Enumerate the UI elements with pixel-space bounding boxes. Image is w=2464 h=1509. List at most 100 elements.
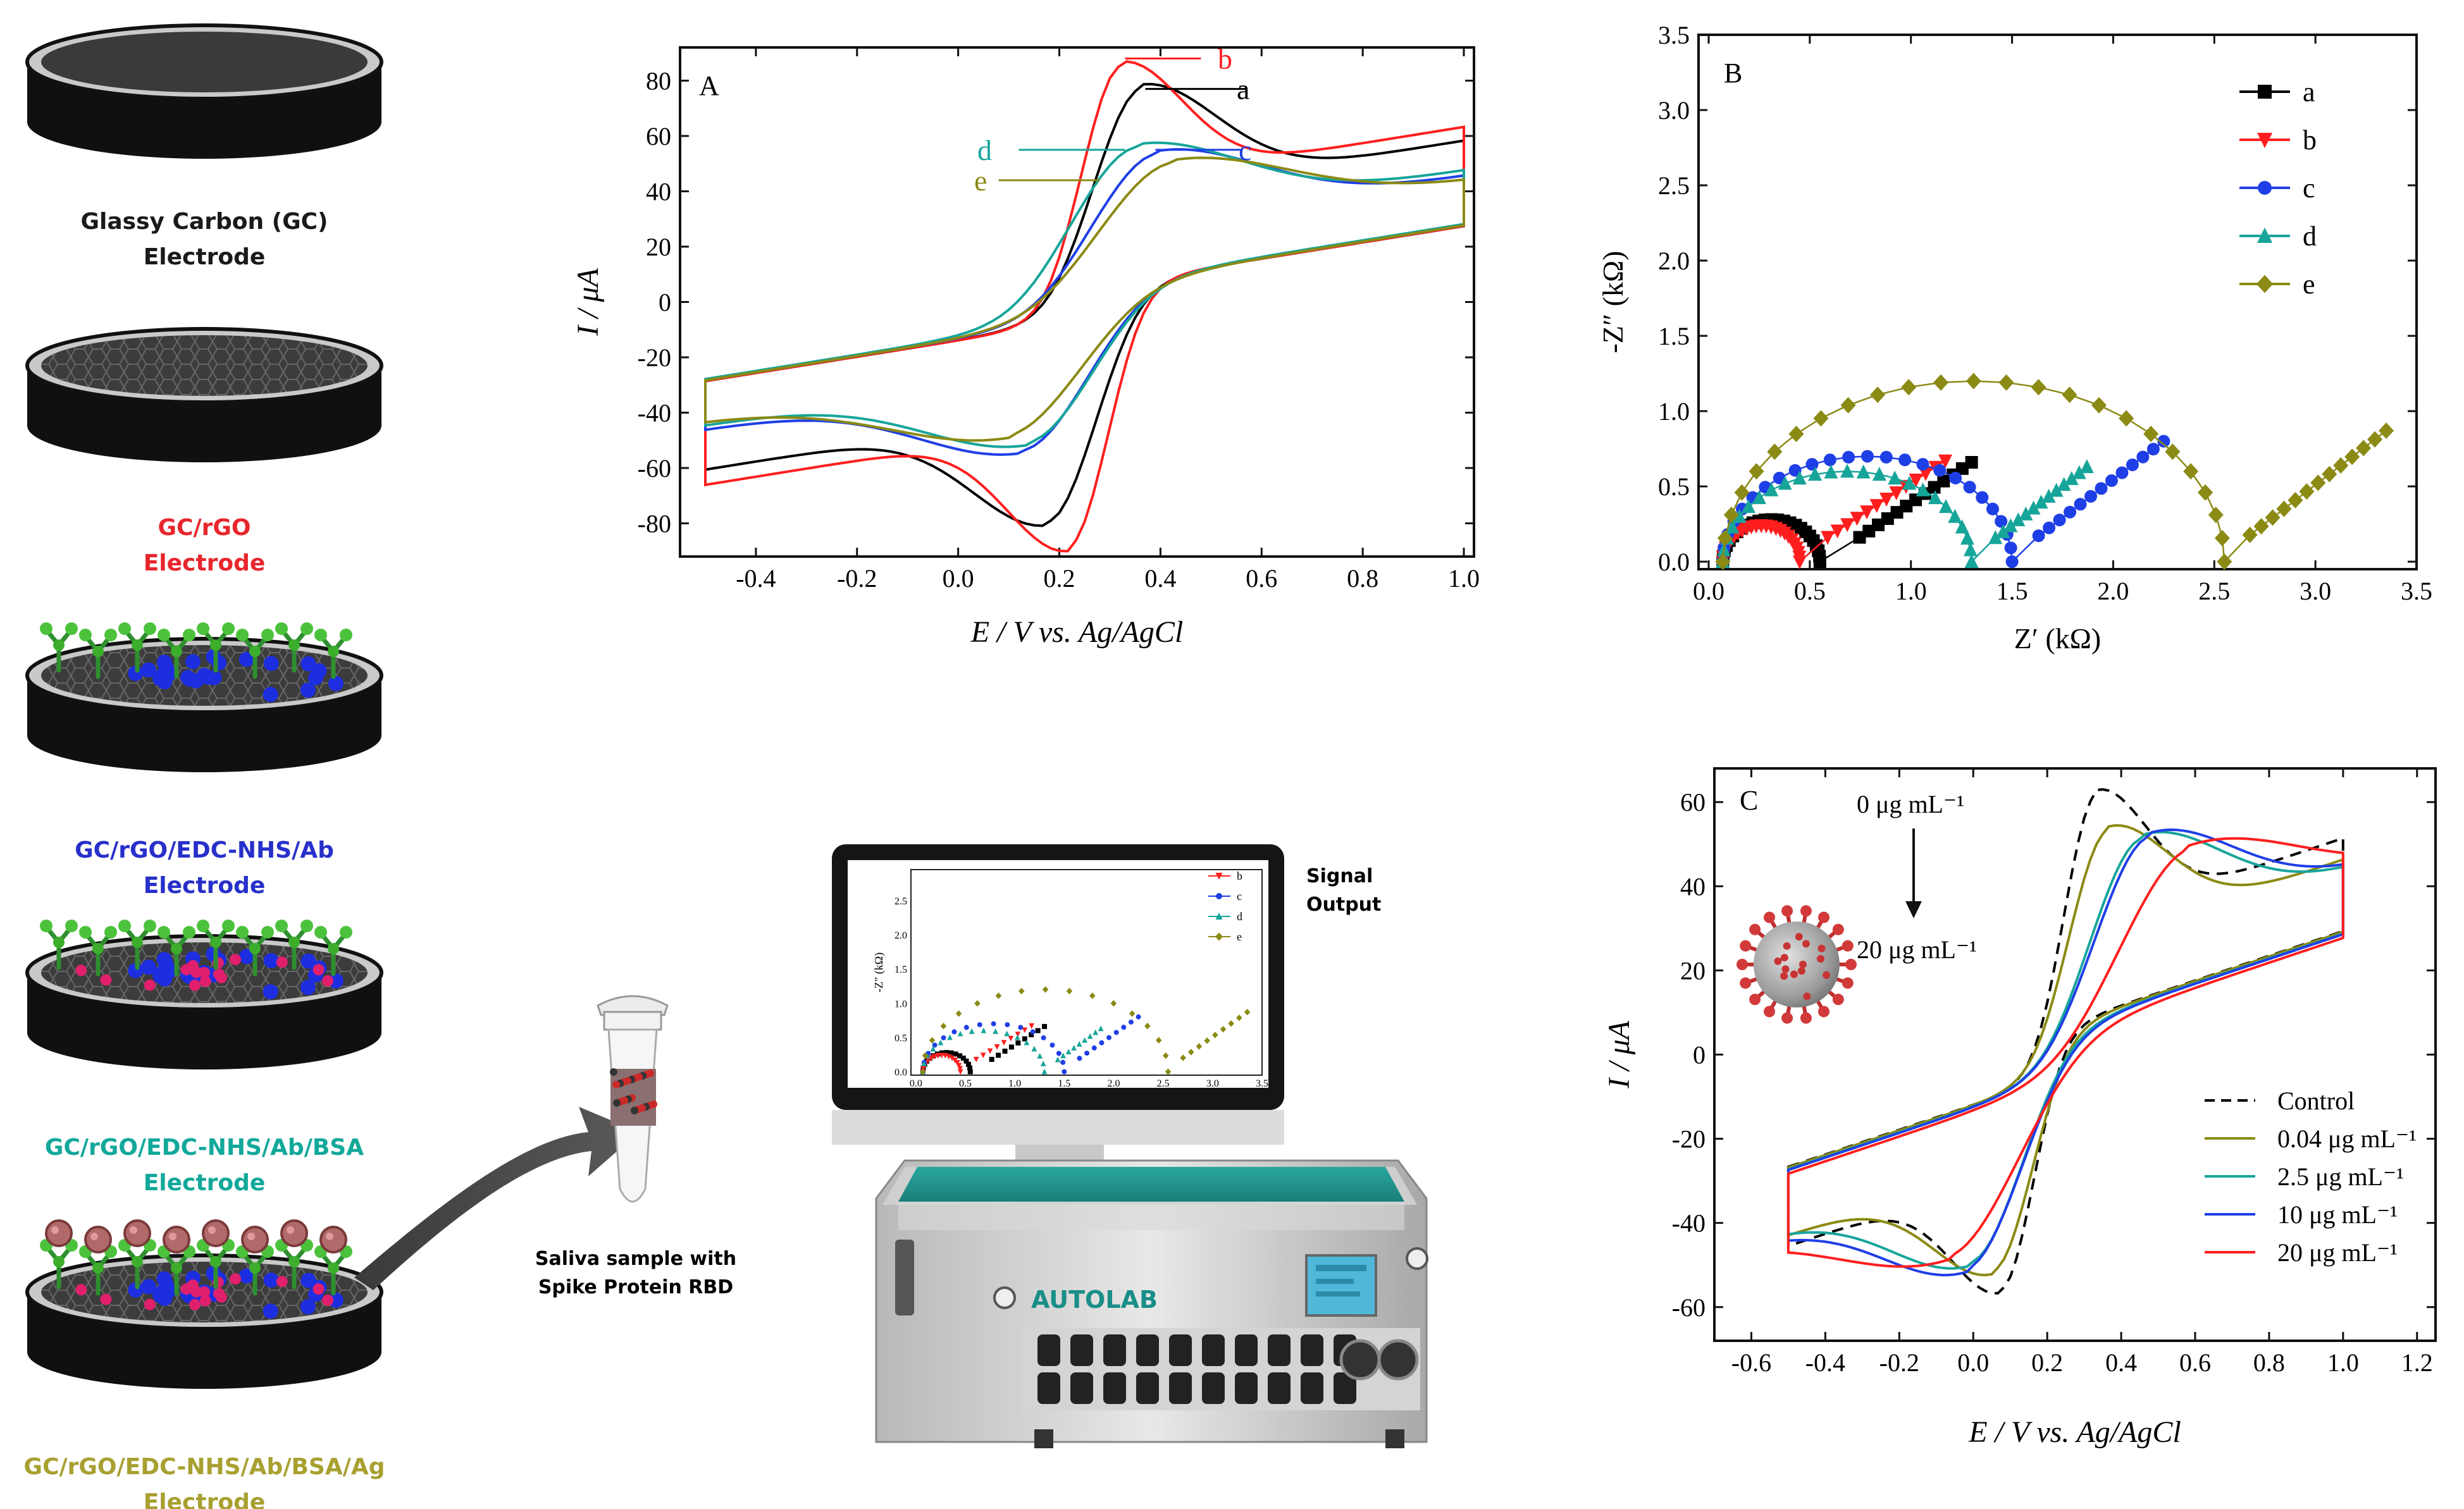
screen-point-c — [1099, 1040, 1105, 1045]
chart-b-point-e — [1723, 507, 1739, 524]
screen-point-e — [1110, 1000, 1117, 1007]
screen-point-a — [967, 1069, 973, 1075]
screen-x-tick: 3.5 — [1256, 1078, 1268, 1089]
chart-b-point-c — [2136, 450, 2150, 464]
y-tick-label: 0.5 — [1658, 472, 1690, 501]
device-brand: AUTOLAB — [1031, 1286, 1158, 1314]
chart-b-point-d — [1752, 490, 1766, 505]
screen-point-a — [967, 1065, 973, 1071]
chart-b-point-d — [1888, 471, 1902, 485]
screen-point-e — [1165, 1068, 1172, 1075]
screen-x-tick: 3.0 — [1206, 1078, 1219, 1089]
y-tick-label: 2.5 — [1658, 171, 1690, 200]
y-tick-label: -40 — [638, 399, 671, 428]
chart-b-point-b — [1919, 467, 1933, 481]
screen-point-c — [1056, 1050, 1062, 1056]
chart-b-point-d — [1840, 464, 1854, 478]
chart-b-point-c — [1805, 458, 1819, 471]
chart-b-point-a — [1813, 555, 1826, 569]
plot-frame — [1697, 34, 2418, 570]
chart-b-point-d — [1732, 508, 1747, 523]
screen-point-b — [1015, 1032, 1021, 1038]
chart-b-point-d — [2003, 518, 2018, 533]
sample-arrow — [354, 1107, 639, 1290]
chart-b-point-b — [1860, 505, 1874, 520]
chart-a-annotation-c: c — [1239, 134, 1251, 166]
screen-point-c — [932, 1042, 938, 1048]
x-tick-label: 1.0 — [2327, 1348, 2359, 1377]
chart-a-title: A — [699, 70, 719, 101]
electrode-2 — [25, 327, 383, 462]
screen-point-b — [1029, 1023, 1035, 1029]
screen-point-a — [948, 1050, 954, 1056]
screen-point-d — [1041, 1068, 1048, 1075]
screen-point-b — [926, 1057, 931, 1063]
screen-point-e — [1155, 1037, 1162, 1044]
electrode-5 — [25, 1219, 383, 1389]
chart-b-point-e — [2344, 448, 2360, 465]
x-tick-label: 0.6 — [2179, 1348, 2211, 1377]
screen-point-d — [993, 1028, 999, 1034]
x-tick-label: 3.0 — [2300, 577, 2331, 605]
chart-b-point-c — [1986, 502, 1999, 515]
screen-point-d — [1076, 1041, 1082, 1047]
screen-point-d — [957, 1030, 963, 1037]
screen-point-a — [944, 1050, 950, 1056]
screen-legend-e: e — [1237, 930, 1242, 943]
chart-b-title: B — [1724, 58, 1742, 89]
chart-b-point-d — [1938, 499, 1953, 514]
chart-b-point-d — [1808, 467, 1823, 481]
screen-point-d — [981, 1027, 987, 1033]
saliva-label-line2: Spike Protein RBD — [538, 1276, 733, 1298]
x-tick-label: 0.2 — [1044, 564, 1075, 593]
chart-b-point-c — [1949, 471, 1962, 484]
chart-b-point-e — [2379, 422, 2394, 440]
screen-point-c — [1113, 1030, 1119, 1035]
x-tick-label: -0.4 — [736, 564, 776, 593]
chart-b-point-c — [2005, 555, 2019, 569]
signal-label-line1: Signal — [1306, 865, 1373, 887]
x-tick-label: 0.5 — [1794, 577, 1826, 605]
chart-b-point-c — [2084, 490, 2098, 503]
screen-point-e — [1204, 1037, 1210, 1044]
chart-b-legend-marker-c — [2258, 181, 2272, 195]
chart-b-point-c — [2043, 521, 2056, 534]
y-tick-label: 20 — [646, 233, 671, 261]
chart-b-point-c — [2064, 505, 2077, 519]
x-tick-label: 3.5 — [2401, 577, 2432, 605]
chart-b-point-e — [2143, 426, 2159, 443]
screen-point-b — [980, 1052, 986, 1059]
chart-a-curve-b — [704, 59, 1465, 553]
electrode-4 — [25, 920, 383, 1069]
chart-b-point-e — [1767, 443, 1783, 460]
screen-point-c — [1077, 1056, 1082, 1061]
chart-b-point-e — [2367, 431, 2383, 448]
chart-b-point-d — [2057, 477, 2071, 491]
screen-point-b — [1008, 1035, 1014, 1042]
chart-b-point-d — [2034, 495, 2048, 509]
screen-x-tick: 2.5 — [1157, 1078, 1170, 1089]
screen-point-e — [1228, 1020, 1234, 1027]
chart-b-legend-marker-b — [2257, 133, 2273, 149]
y-tick-label: -60 — [1672, 1293, 1706, 1322]
chart-b-point-d — [1916, 482, 1930, 496]
chart-b-point-d — [1856, 464, 1871, 479]
chart-a-curve-d — [704, 141, 1465, 448]
electrode-sublabel-2: Electrode — [144, 550, 266, 576]
screen-point-a — [1015, 1040, 1021, 1046]
x-tick-label: 1.0 — [1895, 577, 1927, 605]
chart-b-point-e — [1749, 463, 1764, 480]
monitor: 0.0 0.5 1.0 1.5 2.0 2.5 0.0 0.5 1.0 1.5 2.0 2.5 3.0 3… — [832, 844, 1284, 1183]
screen-point-c — [1041, 1035, 1046, 1040]
screen-point-d — [1014, 1034, 1020, 1040]
screen-x-tick: 1.0 — [1008, 1078, 1021, 1089]
chart-b-point-e — [1998, 374, 2014, 391]
screen-legend-marker-b — [1215, 873, 1223, 880]
autolab-device: AUTOLAB — [875, 1159, 1428, 1448]
screen-point-e — [1129, 1010, 1136, 1017]
screen-point-a — [953, 1051, 958, 1057]
electrode-sublabel-3: Electrode — [144, 873, 266, 899]
chart-b-point-d — [1725, 519, 1740, 534]
screen-point-c — [1091, 1045, 1097, 1051]
chart-c-legend-2: 2.5 μg mL⁻¹ — [2277, 1162, 2404, 1191]
